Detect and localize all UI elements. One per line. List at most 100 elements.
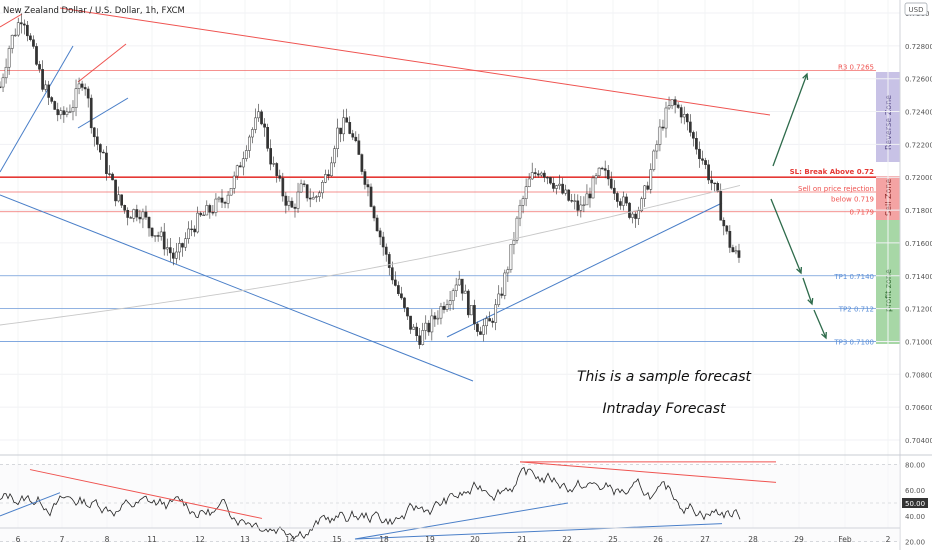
candle-body: [676, 104, 680, 108]
candle-body: [44, 84, 47, 90]
candle-body: [622, 196, 625, 206]
candle-body: [275, 163, 279, 176]
candle-body: [105, 152, 108, 174]
candle-body: [710, 179, 713, 184]
price-axis[interactable]: 0.73000.728000.726000.724000.722000.7200…: [905, 10, 932, 445]
candle-body: [573, 200, 577, 202]
candle-body: [229, 188, 233, 196]
candle-body: [4, 66, 8, 79]
candle-body: [515, 217, 519, 241]
candle-body: [53, 101, 57, 110]
candle-body: [83, 87, 87, 90]
candle-body: [336, 127, 339, 149]
candle-body: [503, 272, 507, 296]
candle-body: [168, 247, 172, 254]
candle-body: [649, 169, 653, 190]
candle-body: [591, 177, 595, 199]
candle-body: [695, 138, 698, 150]
trendlines: [0, 7, 771, 382]
time-tick-label: 19: [425, 535, 435, 544]
candle-body: [725, 225, 729, 232]
price-tick-label: 0.71000: [905, 338, 932, 346]
time-tick-label: 25: [608, 535, 618, 544]
candle-body: [129, 217, 133, 219]
candle-body: [147, 216, 151, 229]
candle-body: [10, 34, 14, 49]
candles: [0, 13, 741, 349]
candle-body: [524, 186, 528, 199]
candle-body: [533, 172, 537, 175]
candle-body: [32, 39, 35, 47]
moving-average-line: [0, 184, 741, 326]
candle-body: [682, 114, 686, 118]
level-label: 0.7179: [850, 209, 875, 217]
rsi-line: [0, 466, 741, 540]
price-tick-label: 0.72000: [905, 174, 932, 182]
candle-body: [527, 178, 531, 188]
descending-resistance-trendline: [59, 7, 771, 116]
candle-body: [466, 290, 470, 316]
candle-body: [92, 127, 96, 138]
candle-body: [241, 158, 245, 168]
candle-body: [470, 305, 473, 316]
candle-body: [734, 250, 738, 253]
candle-body: [248, 136, 251, 151]
candle-body: [409, 315, 412, 330]
candle-body: [679, 107, 683, 118]
candle-body: [181, 243, 184, 248]
candle-body: [670, 99, 674, 107]
candle-body: [631, 213, 634, 218]
candle-body: [153, 235, 157, 237]
candle-body: [688, 121, 692, 133]
candle-body: [384, 246, 388, 255]
candle-body: [403, 297, 406, 308]
rsi-blue-trendline: [354, 523, 723, 540]
time-tick-label: 27: [700, 535, 710, 544]
candle-body: [661, 126, 665, 129]
candle-body: [457, 278, 461, 286]
candle-body: [667, 105, 671, 109]
candle-body: [716, 183, 720, 192]
candle-body: [479, 331, 482, 335]
price-tick-label: 0.70600: [905, 404, 932, 412]
candle-body: [387, 254, 391, 268]
time-tick-label: 12: [195, 535, 205, 544]
level-label: R3 0.7265: [838, 63, 874, 71]
candle-body: [281, 178, 285, 197]
candle-body: [238, 165, 242, 168]
candle-body: [296, 191, 300, 209]
candle-body: [719, 191, 723, 221]
rsi-tick-label: 60.00: [905, 487, 925, 495]
level-label: TP3 0.7100: [833, 338, 874, 346]
candle-body: [713, 182, 717, 185]
candle-body: [187, 228, 190, 239]
candle-body: [354, 136, 358, 142]
candle-body: [35, 46, 38, 65]
candle-body: [144, 211, 148, 218]
candle-body: [600, 167, 604, 170]
candle-body: [606, 170, 610, 180]
time-tick-label: 7: [60, 535, 65, 544]
rsi-pane: [0, 461, 900, 542]
candle-body: [29, 35, 32, 40]
candle-body: [302, 183, 306, 185]
candle-body: [120, 194, 123, 206]
candle-body: [244, 150, 248, 159]
time-axis[interactable]: 6 7 8 11 12 13 14 15 18 19 20 21 22 25 26 27 28 29 Feb 2: [16, 535, 891, 544]
time-tick-label: Feb: [838, 535, 852, 544]
candle-body: [321, 182, 324, 194]
candle-body: [235, 165, 239, 177]
candle-body: [506, 269, 510, 274]
candle-body: [579, 204, 583, 211]
candle-body: [485, 318, 488, 327]
candle-body: [324, 174, 327, 183]
candle-body: [722, 219, 726, 227]
price-tick-label: 0.71200: [905, 306, 932, 314]
rsi-current-value: 50.00: [905, 500, 925, 508]
candle-body: [445, 304, 449, 310]
candle-body: [390, 267, 394, 281]
candle-body: [199, 212, 203, 216]
candle-body: [290, 200, 294, 208]
candle-body: [108, 173, 111, 175]
candle-body: [269, 148, 273, 165]
